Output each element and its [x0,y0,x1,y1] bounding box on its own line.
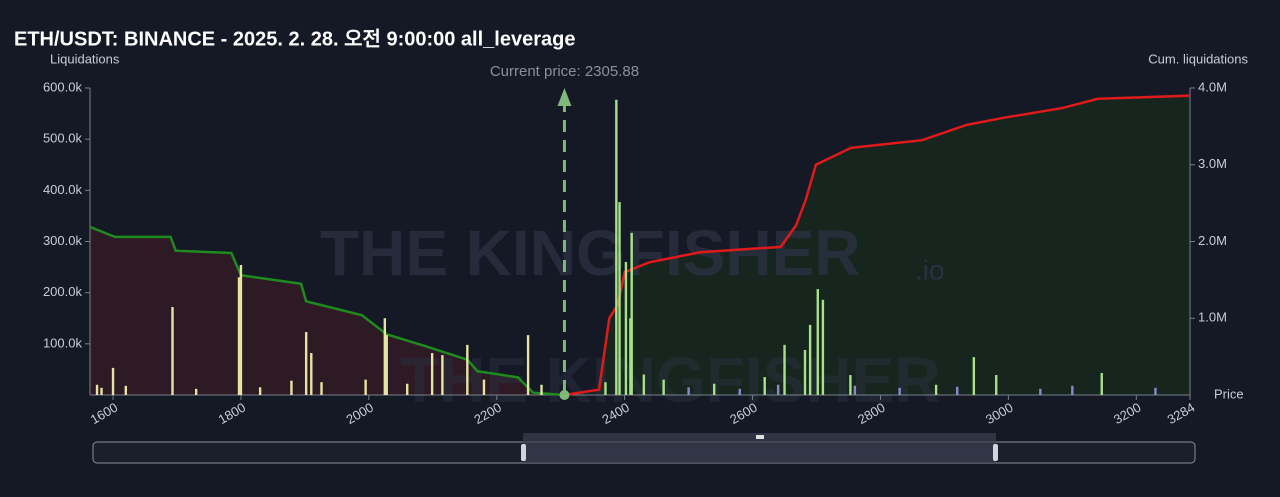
bar [171,306,174,395]
bar [364,379,367,395]
bar [526,335,530,395]
bar [808,324,812,395]
current-price-arrow [557,88,572,106]
scroll-handle[interactable] [993,444,998,461]
bar [111,367,115,395]
bar [430,353,434,395]
bar [776,384,780,395]
y2-tick-label: 3.0M [1198,156,1227,171]
bar [972,357,976,395]
y-tick-label: 300.0k [43,233,83,248]
bar [441,355,444,395]
bar [124,385,128,395]
cum-line [89,225,565,397]
bar [290,380,293,395]
bar [712,383,716,395]
bar [100,387,103,395]
bar [194,388,198,395]
area [564,95,1190,396]
y-tick-label: 400.0k [43,182,83,197]
grip [756,435,764,439]
bar [304,332,308,395]
bar [816,289,819,395]
bar [849,375,852,395]
bar [406,383,409,395]
bar [540,384,543,395]
current-price-dot [559,390,570,400]
bar [763,377,766,395]
bar [624,261,628,395]
bar [687,387,690,395]
bar [995,375,998,395]
scroll-handle[interactable] [521,444,526,461]
bar [821,299,825,395]
watermark: THE KINGFISHER [400,344,940,416]
annotation: Current price: 2305.88 [490,63,639,80]
bar [630,232,633,395]
bar [466,344,469,395]
bar [258,387,262,395]
watermark: THE KINGFISHER [320,217,860,289]
scrollbar[interactable] [92,433,1196,464]
x-axis-label: Price [1214,386,1244,401]
bar [618,202,621,395]
bar [95,384,99,395]
bar [956,386,959,395]
bar [239,265,243,395]
y2-tick-label: 1.0M [1198,310,1227,325]
y2-axis-label: Cum. liquidations [1148,51,1248,66]
bar [1039,388,1042,395]
bar [803,349,807,395]
bar [1154,387,1157,395]
bar [615,99,618,395]
y2-tick-label: 2.0M [1198,233,1227,248]
y-axis-label: Liquidations [50,51,120,66]
y-tick-label: 100.0k [43,335,83,350]
bar [934,384,938,395]
bar [629,318,632,395]
bar [320,382,323,395]
bar [1071,385,1074,395]
bar [383,318,387,395]
bar [853,385,857,395]
bar [662,379,665,395]
y2-tick-label: 4.0M [1198,79,1227,94]
bar [738,388,741,395]
bar [1100,372,1103,395]
y-tick-label: 200.0k [43,284,83,299]
bar [783,344,786,395]
watermark-suffix: .io [915,254,945,285]
y-tick-label: 500.0k [43,131,83,146]
chart-title: ETH/USDT: BINANCE - 2025. 2. 28. 오전 9:00… [14,27,575,50]
bar [237,277,241,395]
bar [385,335,388,395]
bar [310,353,313,395]
bar [482,379,486,395]
bar [898,387,901,395]
y-tick-label: 600.0k [43,79,83,94]
bar [642,374,646,395]
bar [604,382,607,395]
